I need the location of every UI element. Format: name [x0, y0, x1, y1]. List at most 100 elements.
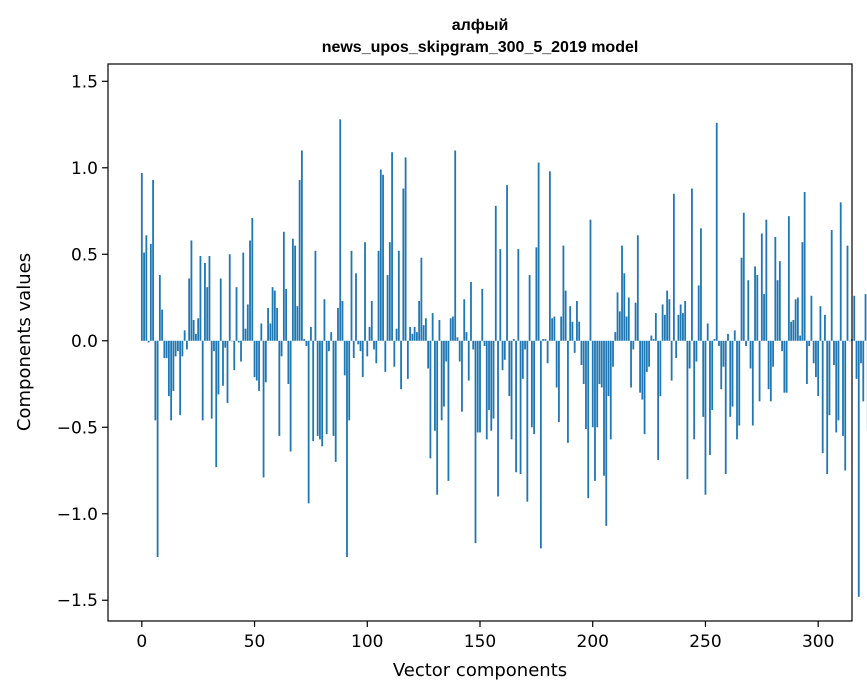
- bar: [783, 340, 786, 393]
- bar: [262, 340, 265, 478]
- y-tick-label: −1.0: [57, 505, 98, 525]
- bar: [204, 262, 206, 341]
- bar: [258, 340, 260, 391]
- bar: [727, 333, 729, 341]
- bar: [796, 297, 799, 341]
- bar: [427, 340, 430, 369]
- bar: [539, 340, 542, 549]
- bar: [675, 340, 678, 359]
- bar: [682, 313, 684, 341]
- bar: [152, 179, 154, 341]
- x-tick-label: 300: [802, 632, 834, 652]
- bar: [411, 333, 414, 341]
- bar: [461, 340, 463, 412]
- bar: [837, 340, 840, 421]
- bar: [715, 122, 718, 341]
- bar: [404, 157, 407, 341]
- bar: [641, 340, 644, 400]
- bar: [415, 332, 418, 341]
- bar: [467, 340, 470, 381]
- bar: [600, 340, 603, 388]
- bar: [357, 340, 360, 345]
- bar: [648, 340, 650, 367]
- bar: [616, 292, 619, 341]
- bar: [643, 340, 646, 435]
- bar: [589, 219, 592, 341]
- bar: [282, 231, 285, 341]
- bar: [542, 339, 545, 341]
- bar: [526, 340, 529, 502]
- bar: [289, 340, 292, 452]
- bar: [582, 340, 585, 385]
- bar: [499, 249, 502, 341]
- bar: [745, 340, 747, 346]
- bar: [546, 340, 549, 364]
- bar: [510, 340, 513, 440]
- bar: [332, 340, 335, 436]
- bar: [580, 340, 583, 365]
- bar: [781, 340, 784, 352]
- bar: [558, 340, 560, 423]
- bar: [219, 278, 222, 341]
- bar: [305, 340, 308, 346]
- bar: [709, 340, 711, 455]
- bar: [174, 340, 177, 357]
- bar: [821, 340, 824, 454]
- bar: [485, 340, 488, 440]
- bar: [776, 280, 779, 341]
- bar: [319, 340, 321, 440]
- bar: [693, 340, 696, 440]
- bar: [472, 340, 475, 350]
- bar: [375, 340, 378, 364]
- bar: [632, 340, 635, 350]
- bar: [833, 340, 835, 365]
- bar: [826, 340, 829, 474]
- bar: [188, 278, 191, 341]
- bar: [828, 340, 831, 416]
- bar: [165, 340, 168, 359]
- bar: [208, 256, 211, 341]
- bar: [370, 300, 373, 341]
- bar: [438, 320, 441, 341]
- bar: [217, 340, 220, 395]
- bar: [251, 217, 254, 341]
- bar: [697, 285, 700, 341]
- bar: [391, 152, 393, 341]
- bar: [445, 340, 448, 362]
- bar: [790, 321, 793, 341]
- bar: [663, 314, 666, 341]
- bar: [348, 340, 351, 421]
- bar: [366, 340, 369, 357]
- bar: [316, 340, 319, 436]
- bar: [307, 340, 310, 504]
- bar: [443, 340, 445, 407]
- bar: [402, 188, 405, 341]
- bar: [835, 340, 838, 433]
- bar: [359, 340, 362, 352]
- bar: [447, 340, 450, 481]
- bar: [280, 340, 283, 357]
- bar: [817, 340, 820, 397]
- bar: [296, 306, 299, 341]
- bar: [339, 119, 342, 341]
- bar: [686, 340, 689, 480]
- x-tick-label: 250: [689, 632, 721, 652]
- bar: [400, 340, 402, 390]
- bar: [778, 261, 781, 341]
- bar: [269, 323, 272, 341]
- bar: [862, 340, 865, 402]
- bar: [645, 340, 648, 372]
- bar: [224, 340, 227, 348]
- bar: [553, 316, 556, 341]
- bar: [609, 340, 612, 440]
- bar: [713, 339, 716, 341]
- bar: [158, 275, 161, 341]
- bar: [285, 288, 288, 341]
- bar: [325, 340, 328, 435]
- bar: [156, 340, 159, 557]
- y-tick-label: 0.5: [71, 245, 98, 265]
- bar: [483, 340, 486, 346]
- bar: [465, 332, 468, 341]
- bar: [842, 340, 844, 436]
- bar: [255, 340, 258, 381]
